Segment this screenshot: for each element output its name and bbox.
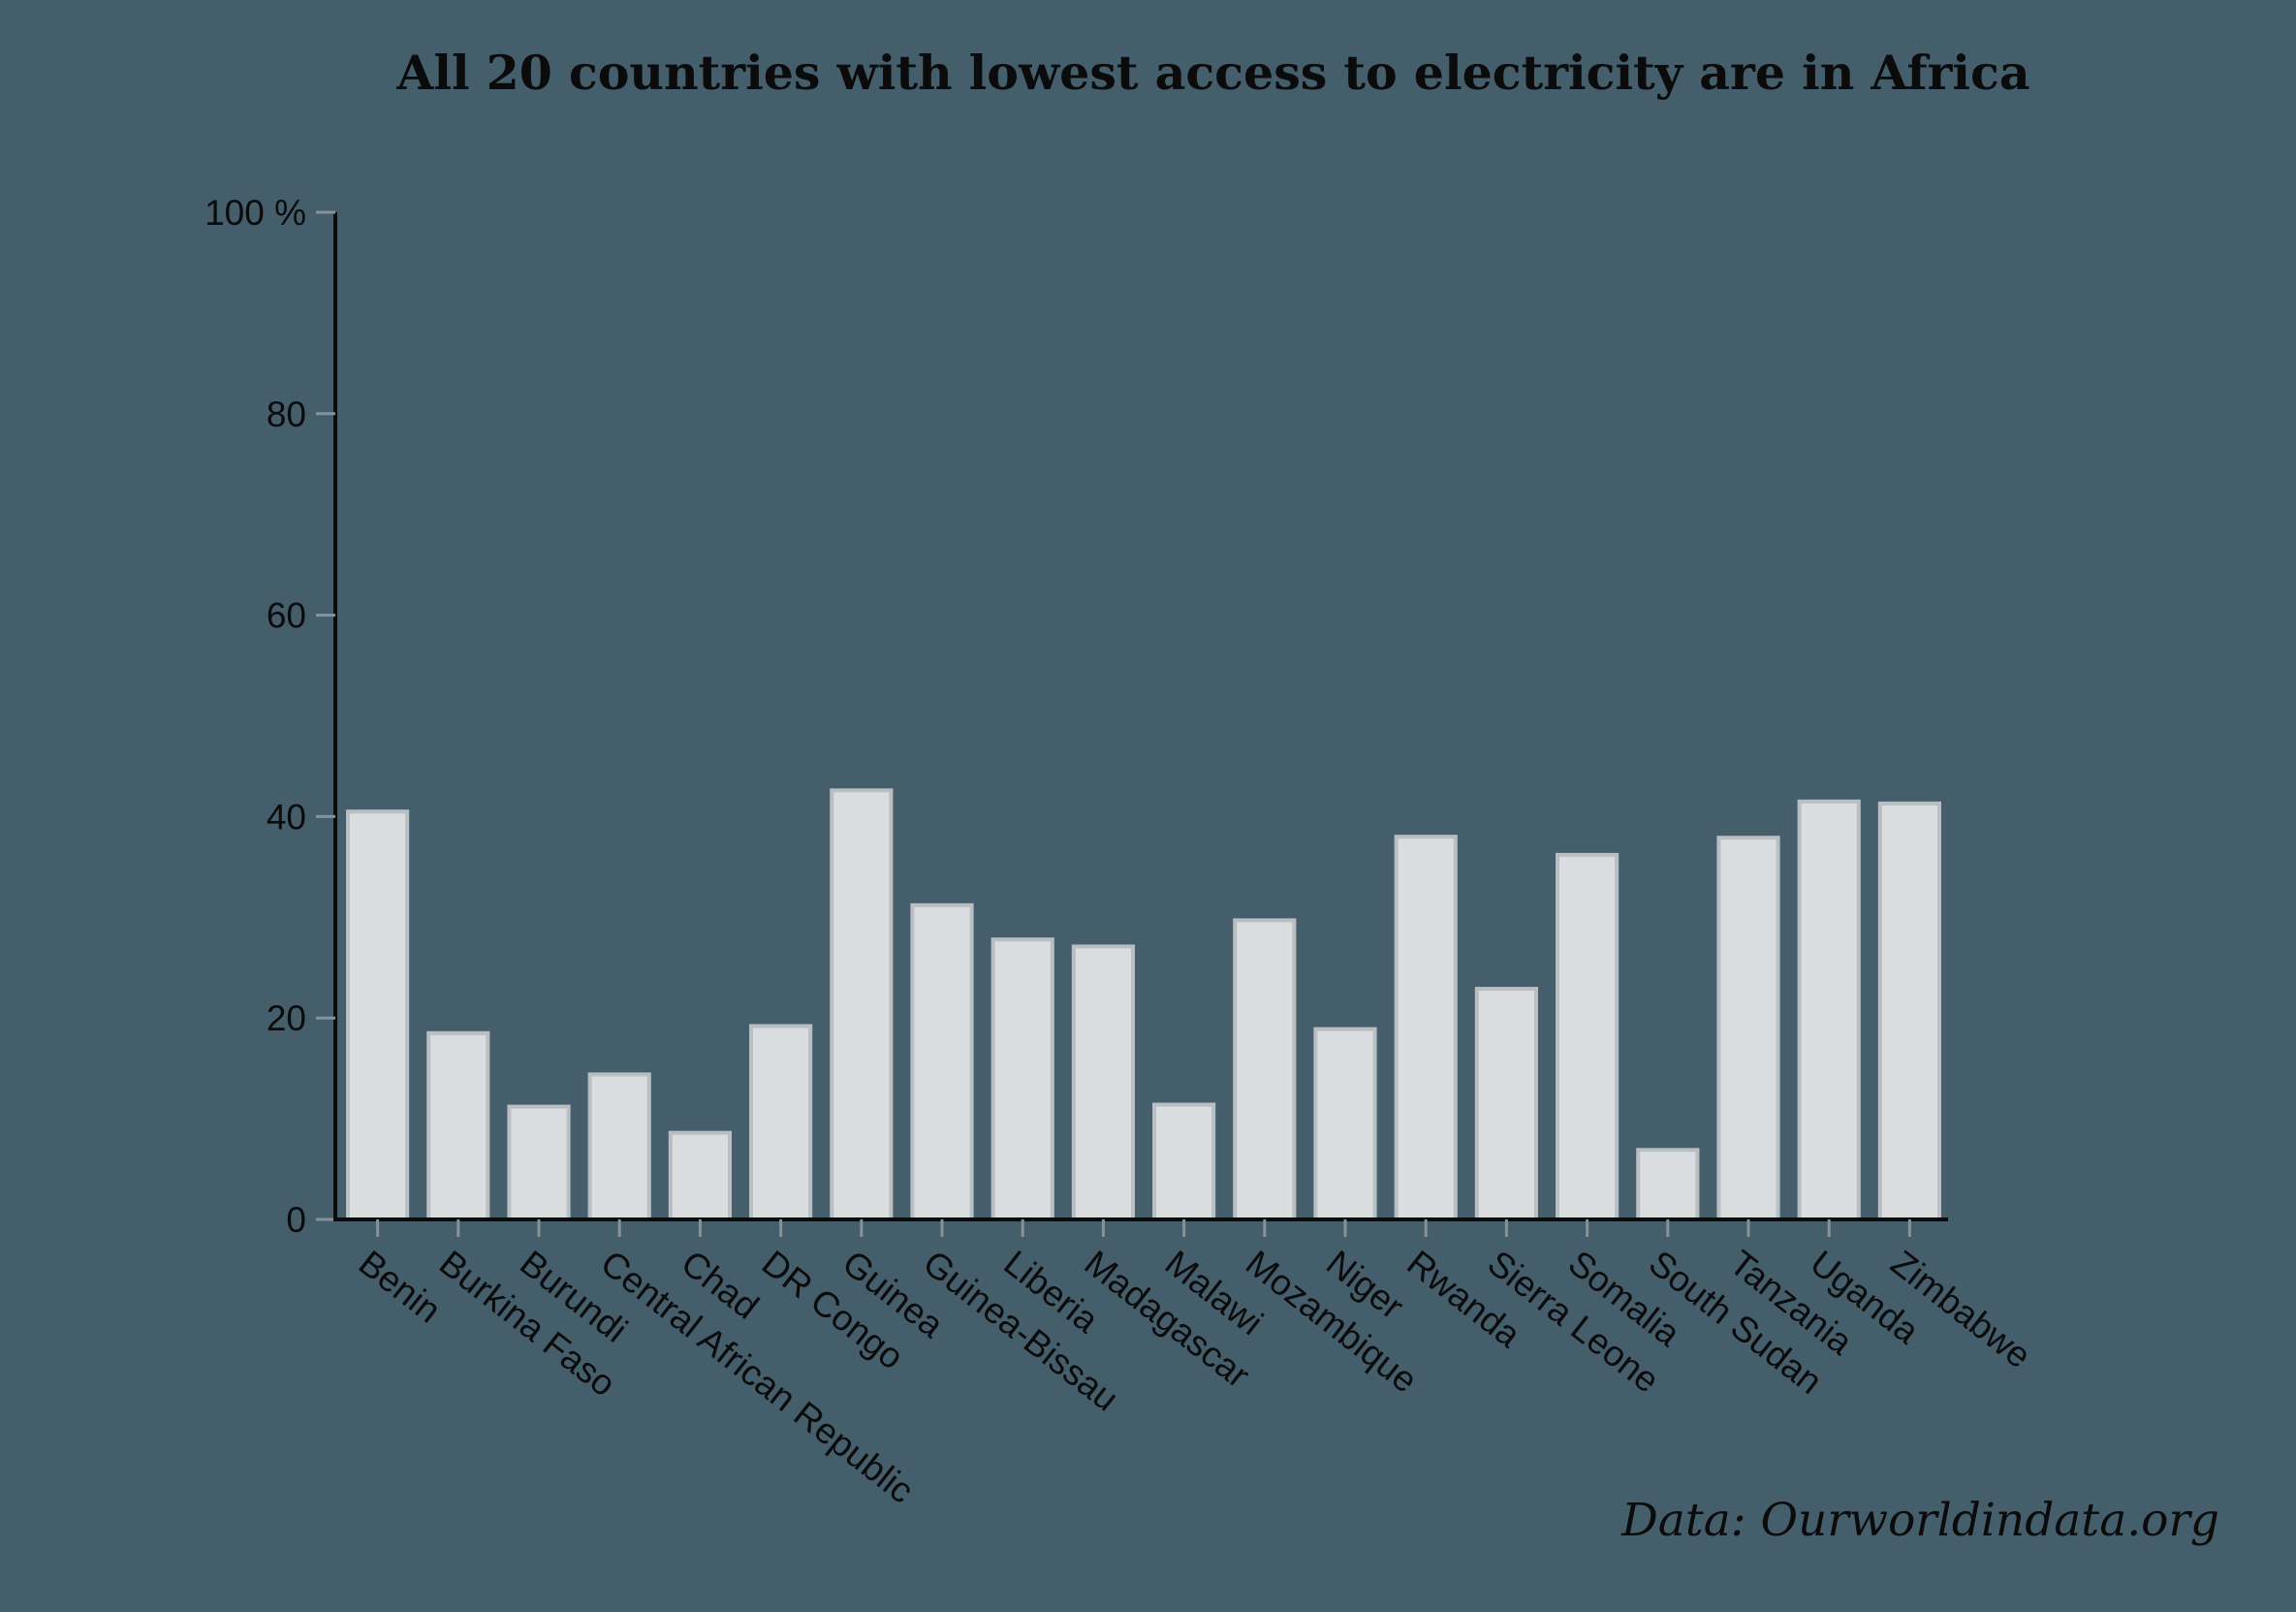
y-tick-label: 0 — [286, 1200, 306, 1240]
bar-series — [346, 788, 1942, 1222]
bar — [668, 1130, 732, 1221]
bar — [1152, 1102, 1216, 1221]
bar — [749, 1024, 813, 1221]
bar — [1877, 801, 1942, 1221]
bar — [426, 1030, 490, 1222]
y-tick-label: 100 % — [204, 193, 306, 233]
bar — [1716, 836, 1780, 1221]
bar — [830, 788, 894, 1221]
bar — [910, 902, 974, 1221]
source-note: Data: Ourworldindata.org — [1620, 1494, 2219, 1547]
chart-title: All 20 countries with lowest access to e… — [395, 45, 2029, 101]
y-tick-label: 20 — [267, 998, 306, 1038]
bar — [1556, 852, 1620, 1222]
bar — [1071, 944, 1136, 1222]
bar — [346, 809, 410, 1222]
y-tick-label: 60 — [267, 596, 306, 636]
bar — [1474, 987, 1539, 1221]
y-tick-label: 80 — [267, 395, 306, 434]
bar — [587, 1072, 651, 1222]
bar — [1636, 1148, 1700, 1221]
bar — [1313, 1027, 1377, 1222]
y-axis: 0 20 40 60 80 100 % — [204, 193, 337, 1240]
bar — [1797, 799, 1861, 1221]
bar — [991, 937, 1054, 1222]
x-tick-label: Benin — [352, 1243, 449, 1331]
bar — [1233, 918, 1297, 1221]
bar — [507, 1104, 571, 1221]
bar — [1394, 835, 1458, 1221]
y-tick-label: 40 — [267, 797, 306, 837]
